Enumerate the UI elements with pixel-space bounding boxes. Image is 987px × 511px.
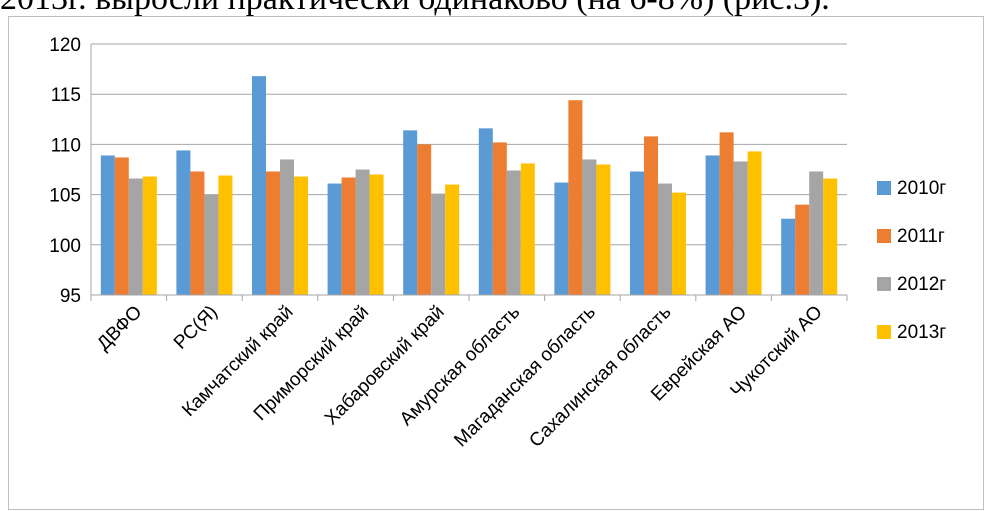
bar[interactable] <box>747 151 762 295</box>
x-tick-label: ДВФО <box>93 302 146 355</box>
bar[interactable] <box>218 175 233 295</box>
bar[interactable] <box>369 174 384 295</box>
legend-item[interactable]: 2012г <box>877 274 946 295</box>
bar[interactable] <box>795 204 810 295</box>
chart-frame: 95 100 105 110 115 120 ДВФО РС(Я) Камчатский кр… <box>8 16 984 510</box>
y-tick-labels: 95 100 105 110 115 120 <box>49 35 81 307</box>
y-tick-label: 105 <box>49 186 81 207</box>
y-tick-label: 100 <box>49 236 81 257</box>
legend-label: 2012г <box>897 274 946 295</box>
bar[interactable] <box>823 178 838 295</box>
legend-item[interactable]: 2013г <box>877 322 946 343</box>
bar[interactable] <box>554 182 569 295</box>
bar[interactable] <box>733 161 748 295</box>
bar[interactable] <box>128 178 143 295</box>
bar[interactable] <box>341 177 356 295</box>
axes <box>90 44 848 301</box>
legend-item[interactable]: 2010г <box>877 178 946 199</box>
bar[interactable] <box>327 183 342 295</box>
bars <box>100 76 838 296</box>
bar[interactable] <box>672 192 686 295</box>
bar[interactable] <box>705 155 720 295</box>
bar[interactable] <box>520 163 535 295</box>
bar[interactable] <box>176 150 191 295</box>
legend-label: 2013г <box>897 322 946 343</box>
x-tick-label: Магаданская область <box>450 302 600 452</box>
x-tick-label: РС(Я) <box>170 302 222 354</box>
bar[interactable] <box>478 128 493 295</box>
x-tick-label: Сахалинская область <box>525 302 675 452</box>
legend-label: 2010г <box>897 178 946 199</box>
bar[interactable] <box>142 176 157 295</box>
bar[interactable] <box>252 76 266 296</box>
bar[interactable] <box>266 171 280 295</box>
bar[interactable] <box>280 159 294 295</box>
bar[interactable] <box>809 171 824 295</box>
bar[interactable] <box>417 144 432 295</box>
legend[interactable]: 2010г 2011г 2012г 2013г <box>877 178 946 343</box>
legend-swatch <box>877 325 891 339</box>
bar[interactable] <box>204 194 219 295</box>
bar[interactable] <box>190 171 205 295</box>
bar[interactable] <box>403 130 418 295</box>
bar[interactable] <box>719 132 734 295</box>
bar[interactable] <box>294 176 308 295</box>
y-tick-label: 95 <box>60 286 81 307</box>
bar[interactable] <box>644 136 658 295</box>
y-tick-label: 115 <box>51 85 81 106</box>
bar[interactable] <box>568 100 583 295</box>
bar[interactable] <box>582 159 597 295</box>
bar[interactable] <box>781 218 796 295</box>
bar[interactable] <box>445 184 460 295</box>
y-tick-label: 110 <box>51 135 81 156</box>
bar[interactable] <box>506 170 521 295</box>
y-tick-label: 120 <box>49 35 81 56</box>
legend-swatch <box>877 181 891 195</box>
bar[interactable] <box>630 171 644 295</box>
bar[interactable] <box>492 142 507 295</box>
legend-swatch <box>877 277 891 291</box>
surrounding-document-text: 2013г. выросли практически одинаково (на… <box>0 0 830 18</box>
legend-label: 2011г <box>897 226 945 247</box>
bar[interactable] <box>114 157 129 295</box>
legend-item[interactable]: 2011г <box>877 226 945 247</box>
bar[interactable] <box>596 164 611 295</box>
bar[interactable] <box>658 183 672 295</box>
legend-swatch <box>877 229 891 243</box>
bar[interactable] <box>431 193 446 295</box>
bar[interactable] <box>100 155 115 295</box>
bar[interactable] <box>355 169 370 296</box>
